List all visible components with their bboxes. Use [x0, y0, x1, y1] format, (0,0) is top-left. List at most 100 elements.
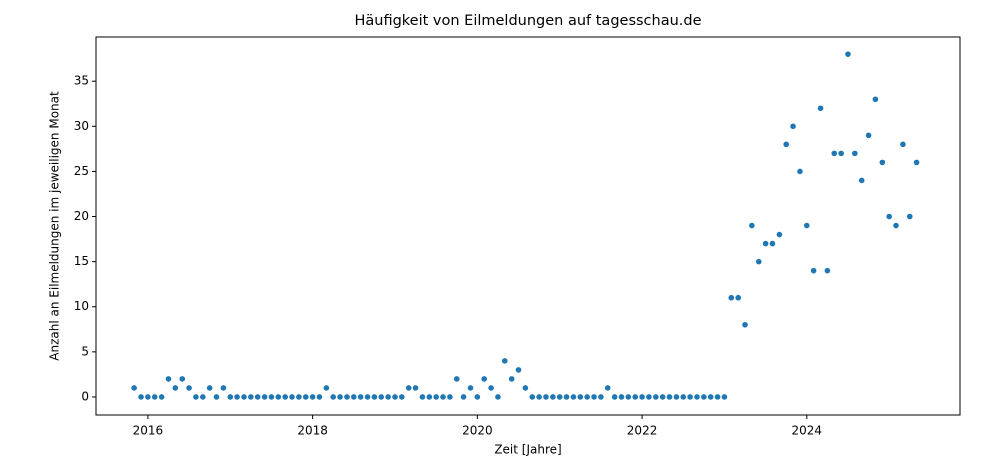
data-point: [289, 394, 295, 400]
data-point: [151, 394, 158, 400]
data-point: [433, 394, 439, 400]
x-tick-label: 2020: [462, 424, 493, 438]
data-point: [529, 394, 536, 400]
data-point: [865, 132, 872, 139]
data-point: [412, 385, 419, 391]
x-tick-label: 2016: [133, 424, 164, 438]
data-point: [584, 394, 590, 400]
data-point: [797, 168, 803, 175]
data-point: [783, 141, 790, 148]
data-point: [653, 394, 659, 400]
data-point: [419, 394, 426, 400]
data-point: [687, 394, 693, 400]
data-point: [838, 150, 844, 157]
data-point: [206, 385, 213, 391]
data-point: [886, 213, 892, 220]
y-tick-label: 0: [81, 389, 89, 403]
data-point: [831, 150, 838, 157]
data-point: [337, 394, 343, 400]
data-point: [385, 394, 391, 400]
x-axis-label: Zeit [Jahre]: [494, 443, 561, 457]
data-point: [440, 394, 446, 400]
x-tick-label: 2022: [627, 424, 658, 438]
data-point: [550, 394, 556, 400]
data-point: [296, 394, 302, 400]
data-point: [728, 294, 735, 301]
data-point: [721, 394, 728, 400]
data-point: [241, 394, 247, 400]
data-point: [447, 394, 453, 400]
data-point: [200, 394, 206, 400]
data-point: [234, 394, 240, 400]
data-point: [275, 394, 282, 400]
data-point: [460, 394, 467, 400]
data-point: [378, 394, 385, 400]
data-point: [220, 385, 227, 391]
data-point: [426, 394, 433, 400]
data-point: [735, 294, 741, 301]
data-point: [543, 394, 549, 400]
y-tick-label: 30: [74, 119, 89, 133]
data-point: [646, 394, 652, 400]
data-point: [824, 267, 831, 274]
data-point: [213, 394, 220, 400]
data-point: [611, 394, 618, 400]
data-point: [405, 385, 412, 391]
data-point: [330, 394, 337, 400]
data-point: [749, 222, 755, 229]
data-point: [145, 394, 151, 400]
data-point: [131, 385, 137, 391]
data-point: [302, 394, 309, 400]
data-point: [900, 141, 906, 148]
data-point: [872, 96, 879, 103]
data-point: [913, 159, 920, 166]
data-point: [742, 321, 748, 328]
data-point: [501, 358, 508, 364]
data-point: [714, 394, 721, 400]
data-point: [570, 394, 577, 400]
data-point: [673, 394, 680, 400]
data-point: [158, 394, 165, 400]
data-point: [227, 394, 234, 400]
data-point: [893, 222, 899, 229]
data-point: [769, 240, 776, 247]
data-point: [680, 394, 687, 400]
data-point: [618, 394, 625, 400]
data-point: [488, 385, 494, 391]
x-tick-label: 2018: [297, 424, 328, 438]
chart-title: Häufigkeit von Eilmeldungen auf tagessch…: [354, 13, 701, 29]
data-point: [515, 367, 522, 373]
data-point: [845, 51, 851, 57]
data-point: [364, 394, 371, 400]
data-point: [282, 394, 288, 400]
data-point: [556, 394, 563, 400]
data-point: [659, 394, 666, 400]
data-point: [852, 150, 858, 157]
data-point: [625, 394, 632, 400]
data-point: [906, 213, 913, 220]
data-point: [179, 376, 186, 382]
data-point: [268, 394, 275, 400]
data-point: [762, 240, 769, 247]
data-point: [522, 385, 529, 391]
data-point: [598, 394, 604, 400]
data-point: [810, 267, 817, 274]
data-point: [639, 394, 645, 400]
data-point: [666, 394, 673, 400]
data-point: [254, 394, 261, 400]
data-point: [755, 258, 762, 265]
data-point: [138, 394, 144, 400]
data-point: [350, 394, 357, 400]
data-point: [371, 394, 378, 400]
data-point: [694, 394, 700, 400]
data-point: [508, 376, 515, 382]
data-point: [399, 394, 405, 400]
data-point: [701, 394, 707, 400]
data-point: [790, 123, 796, 130]
data-point: [467, 385, 474, 391]
data-point: [817, 105, 824, 112]
data-point: [323, 385, 330, 391]
data-point: [632, 394, 639, 400]
data-point: [193, 394, 199, 400]
